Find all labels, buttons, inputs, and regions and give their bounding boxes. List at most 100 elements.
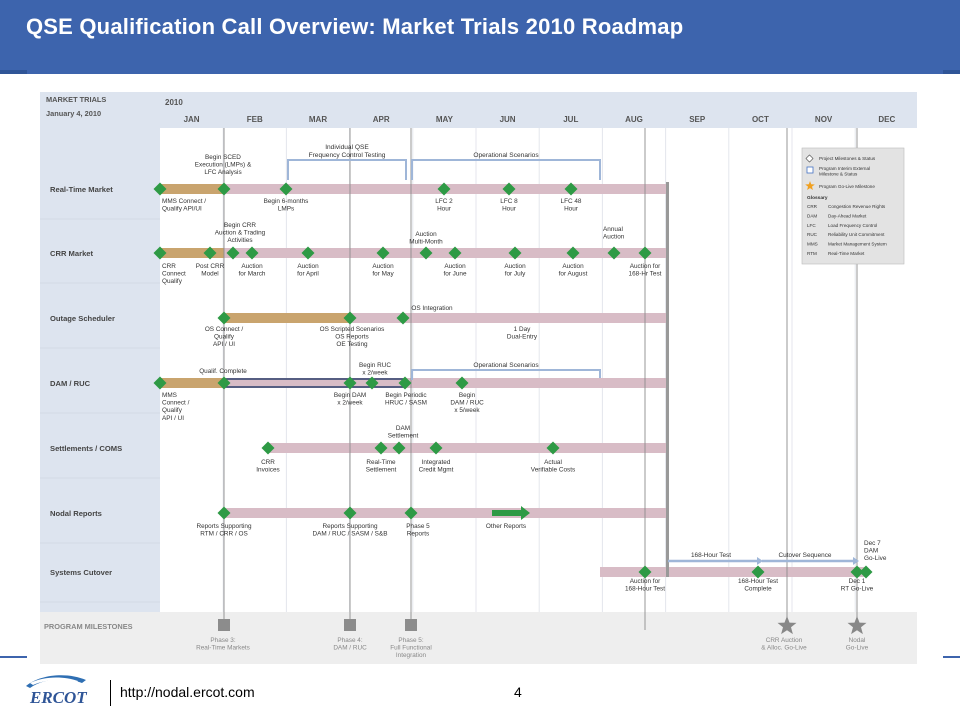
program-milestone-label-3: Phase 5: Full Functional Integration: [390, 637, 432, 659]
milestone-label-18: Auction for 168-Hr Test: [629, 263, 662, 278]
track-bar-3: [160, 248, 667, 258]
track-bar-8: [160, 378, 224, 388]
glossary-abbr-5: MMS: [807, 242, 818, 247]
milestone-diamond-26: [398, 376, 412, 390]
milestone-label-38: Dec 7 DAM Go-Live: [864, 540, 887, 562]
milestone-label-7: Begin CRR Auction & Trading Activities: [215, 222, 266, 244]
milestone-label-27: Begin Periodic HRUC / SASM: [385, 392, 427, 407]
milestone-diamond-4: [437, 182, 451, 196]
track-bar-6: [224, 313, 350, 323]
milestone-label-23: Begin RUC x 2/week: [359, 362, 391, 377]
milestone-label-3: Begin 6-months LMPs: [264, 198, 309, 213]
phase-marker-2: [344, 619, 356, 631]
milestone-label-20: OS Connect / Qualify API / UI: [205, 326, 244, 348]
milestone-diamond-34: [343, 506, 357, 520]
track-bar-4: [160, 248, 224, 258]
glossary-term-6: Real-Time Market: [828, 251, 865, 256]
milestone-label-41: Dec 1 RT Go-Live: [841, 578, 874, 593]
milestone-label-5: LFC 8 Hour: [500, 198, 518, 213]
milestone-label-30: CRR Invoices: [256, 459, 279, 474]
milestone-diamond-1: [153, 182, 167, 196]
glossary-title: Glossary: [807, 195, 828, 201]
glossary-term-3: Load Frequency Control: [828, 223, 877, 228]
track-label-column: [40, 92, 160, 664]
milestone-diamond-38: [850, 565, 864, 579]
track-bar-7: [160, 378, 667, 388]
glossary-term-4: Reliability Unit Commitment: [828, 232, 885, 237]
milestone-diamond-23: [217, 376, 231, 390]
glossary-abbr-1: CRR: [807, 204, 818, 209]
phase-marker-1: [218, 619, 230, 631]
market-trials-heading: MARKET TRIALS: [46, 95, 106, 104]
cutover-sequence-label: Cutover Sequence: [779, 552, 832, 559]
program-milestone-label-1: Phase 3: Real-Time Markets: [196, 637, 250, 652]
glossary-term-5: Market Management System: [828, 242, 887, 247]
milestone-diamond-28: [261, 441, 275, 455]
other-reports-arrowhead: [521, 506, 530, 520]
milestone-label-15: Auction for June: [443, 263, 467, 278]
freq-testing-label: Individual QSE Frequency Control Testing: [309, 144, 386, 159]
year-label: 2010: [165, 98, 183, 107]
footer-divider: [110, 680, 111, 706]
title-bar-accent-left: [0, 70, 27, 74]
milestone-diamond-16: [566, 246, 580, 260]
milestone-label-10: CRR Connect Qualify: [162, 263, 186, 285]
month-label-dec: DEC: [878, 115, 895, 124]
glossary-abbr-4: RUC: [807, 232, 818, 237]
title-bar: QSE Qualification Call Overview: Market …: [0, 0, 960, 74]
milestone-diamond-21: [396, 311, 410, 325]
market-trials-end-line: [666, 182, 669, 577]
month-label-jul: JUL: [563, 115, 578, 124]
milestone-diamond-27: [455, 376, 469, 390]
track-bar-11: [600, 567, 867, 577]
milestone-label-37: Other Reports: [486, 523, 526, 530]
milestone-label-13: Auction for April: [297, 263, 319, 278]
milestone-diamond-31: [429, 441, 443, 455]
milestone-diamond-29: [374, 441, 388, 455]
track-label-6: Nodal Reports: [50, 509, 102, 518]
market-trials-date: January 4, 2010: [46, 109, 101, 118]
milestone-label-12: Auction for March: [239, 263, 266, 278]
milestone-diamond-32: [546, 441, 560, 455]
milestone-diamond-17: [607, 246, 621, 260]
milestone-label-24: Qualif. Complete: [199, 368, 247, 375]
milestone-diamond-25: [365, 376, 379, 390]
milestone-diamond-14: [448, 246, 462, 260]
glossary-abbr-6: RTM: [807, 251, 817, 256]
milestone-diamond-15: [508, 246, 522, 260]
program-milestone-label-2: Phase 4: DAM / RUC: [333, 637, 367, 652]
milestone-label-19: OS Integration: [411, 305, 453, 312]
footer-line-right: [943, 656, 960, 658]
milestone-label-11: Post CRR Model: [196, 263, 225, 278]
milestone-diamond-24: [343, 376, 357, 390]
milestone-label-29: DAM Settlement: [388, 425, 419, 440]
milestone-diamond-22: [153, 376, 167, 390]
legend-square-icon: [806, 166, 814, 174]
milestone-diamond-5: [502, 182, 516, 196]
legend-diamond-icon: [805, 154, 814, 163]
milestone-label-28: Begin DAM / RUC x 5/week: [450, 392, 484, 414]
track-label-5: Settlements / COMS: [50, 444, 122, 453]
milestone-diamond-35: [404, 506, 418, 520]
milestone-label-25: MMS Connect / Qualify API / UI: [162, 392, 190, 422]
h168-arrowhead: [757, 557, 763, 565]
milestone-label-14: Auction for May: [372, 263, 394, 278]
page-title: QSE Qualification Call Overview: Market …: [26, 14, 684, 39]
track-bar-2: [160, 184, 224, 194]
milestone-diamond-8: [203, 246, 217, 260]
milestone-diamond-13: [419, 246, 433, 260]
milestone-label-33: Actual Verifiable Costs: [531, 459, 575, 474]
legend-item-1: Project Milestones & Status: [819, 156, 876, 161]
milestone-label-21: OS Scripted Scenarios OS Reports OE Testin…: [320, 326, 385, 348]
legend-item-3: Program Go-Live Milestone: [819, 184, 875, 189]
track-label-1: Real-Time Market: [50, 185, 113, 194]
milestone-diamond-18: [638, 246, 652, 260]
milestone-label-35: Reports Supporting DAM / RUC / SASM / S&B: [313, 523, 388, 538]
milestone-label-9: Annual Auction: [603, 226, 625, 241]
footer-url-link[interactable]: http://nodal.ercot.com: [120, 684, 255, 700]
milestone-label-4: LFC 2 Hour: [435, 198, 453, 213]
legend-item-2: Program Interim External Milestone & Stat…: [819, 166, 870, 177]
milestone-label-16: Auction for July: [504, 263, 526, 278]
month-label-jun: JUN: [500, 115, 516, 124]
